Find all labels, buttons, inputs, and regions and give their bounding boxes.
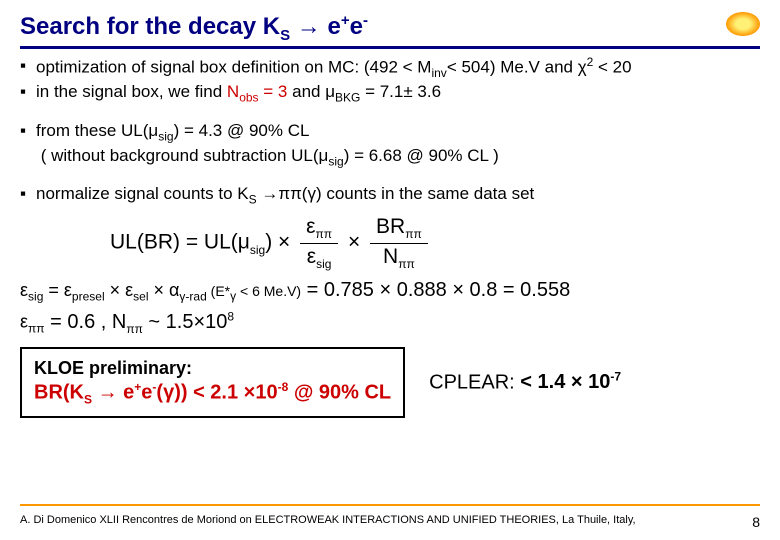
f-d1b: sig <box>316 257 331 271</box>
e1b: = ε <box>43 280 72 300</box>
cp2: < 1.4 × 10 <box>520 371 610 393</box>
title-sub-s: S <box>280 27 290 44</box>
efficiency-line-2: εππ = 0.6 , Nππ ~ 1.5×108 <box>20 309 760 337</box>
b3-sig: sig <box>158 129 173 143</box>
e2-pp2: ππ <box>126 322 143 336</box>
f-n2a: BR <box>376 215 405 238</box>
r-s: S <box>84 393 92 407</box>
r2: → e <box>92 382 134 404</box>
title-sup-plus: + <box>341 12 350 29</box>
b3b: ) = 4.3 @ 90% CL <box>174 121 310 140</box>
f-lhs: UL(BR) = UL(μ <box>110 231 250 254</box>
b2-obs: obs <box>239 91 258 105</box>
e1a: ε <box>20 280 28 300</box>
f-rhs1: ) × <box>265 231 296 254</box>
b2-and: and μ <box>287 82 335 101</box>
bullet-2: ▪ in the signal box, we find Nobs = 3 an… <box>20 81 760 106</box>
r3: e <box>141 382 152 404</box>
cplear-compare: CPLEAR: < 1.4 × 10-7 <box>429 370 621 396</box>
result-box: KLOE preliminary: BR(KS → e+e-(γ)) < 2.1… <box>20 347 405 418</box>
frac-2: BRππ Nππ <box>370 214 428 272</box>
bullet-1-text: optimization of signal box definition on… <box>36 55 760 81</box>
e2-pp: ππ <box>28 322 45 336</box>
footer-rule <box>20 504 760 506</box>
f-d1a: ε <box>307 245 316 268</box>
bullet-3: ▪ from these UL(μsig) = 4.3 @ 90% CL ( w… <box>20 120 760 170</box>
b1a: optimization of signal box definition on… <box>36 57 431 76</box>
e2c: ~ 1.5×10 <box>143 311 228 333</box>
r5: @ 90% CL <box>288 382 391 404</box>
footer-text: A. Di Domenico XLII Rencontres de Morion… <box>20 514 636 530</box>
experiment-logo <box>726 12 760 36</box>
e1f: < 6 Me.V) <box>236 283 301 299</box>
page-number: 8 <box>752 514 760 530</box>
f-d2a: N <box>383 245 398 268</box>
content: ▪ optimization of signal box definition … <box>20 55 760 419</box>
e2a: ε <box>20 312 28 332</box>
r-exp: -8 <box>278 380 289 394</box>
b1-inv: inv <box>431 66 446 80</box>
title-arrow: → e <box>290 13 341 40</box>
title-sup-minus: - <box>363 12 368 29</box>
bullet-4: ▪ normalize signal counts to KS →ππ(γ) c… <box>20 183 760 208</box>
f-d2b: ππ <box>398 257 415 271</box>
bullet-marker: ▪ <box>20 55 36 81</box>
e1-presel: presel <box>72 290 105 304</box>
prelim-label: KLOE preliminary: <box>34 357 391 380</box>
f-mid: × <box>348 231 366 254</box>
b4b: →ππ(γ) counts in the same data set <box>257 184 535 203</box>
e1-sel: sel <box>133 290 148 304</box>
b3c: ( without background subtraction UL(μ <box>41 146 329 165</box>
b2a: in the signal box, we find <box>36 82 227 101</box>
b1c: < 20 <box>593 57 631 76</box>
e1-sig: sig <box>28 290 43 304</box>
title-row: Search for the decay KS → e+e- <box>20 12 760 44</box>
e2-8: 8 <box>227 309 234 323</box>
bullet-1: ▪ optimization of signal box definition … <box>20 55 760 81</box>
b4a: normalize signal counts to K <box>36 184 249 203</box>
bullet-marker: ▪ <box>20 183 36 208</box>
b2-bkg: BKG <box>335 91 360 105</box>
ul-br-formula: UL(BR) = UL(μsig) × εππ εsig × BRππ Nππ <box>110 214 760 272</box>
r4: (γ)) < 2.1 ×10 <box>156 382 277 404</box>
e1-grad: γ-rad <box>179 290 206 304</box>
b3-sig2: sig <box>328 154 343 168</box>
title-text-a: Search for the decay K <box>20 13 280 40</box>
page-title: Search for the decay KS → e+e- <box>20 12 368 44</box>
cp-exp: -7 <box>610 370 621 384</box>
e2b: = 0.6 , N <box>45 311 127 333</box>
b1b: < 504) Me.V and χ <box>447 57 587 76</box>
e1d: × α <box>149 280 180 300</box>
bullet-marker: ▪ <box>20 120 36 170</box>
bullet-3-text: from these UL(μsig) = 4.3 @ 90% CL ( wit… <box>36 120 760 170</box>
bullet-marker: ▪ <box>20 81 36 106</box>
title-rule <box>20 46 760 49</box>
f-n1a: ε <box>306 215 315 238</box>
b2-n: N <box>227 82 239 101</box>
title-e2: e <box>350 13 363 40</box>
result-row: KLOE preliminary: BR(KS → e+e-(γ)) < 2.1… <box>20 347 760 418</box>
b4-s: S <box>249 193 257 207</box>
e1e: (E* <box>207 283 230 299</box>
cp1: CPLEAR: <box>429 371 520 393</box>
f-n1b: ππ <box>316 227 333 241</box>
r1: BR(K <box>34 382 84 404</box>
b2-val: = 7.1± 3.6 <box>360 82 441 101</box>
efficiency-line-1: εsig = εpresel × εsel × αγ-rad (E*γ < 6 … <box>20 278 760 305</box>
e1c: × ε <box>105 280 134 300</box>
bullet-4-text: normalize signal counts to KS →ππ(γ) cou… <box>36 183 760 208</box>
f-sig: sig <box>250 243 265 257</box>
result-value: BR(KS → e+e-(γ)) < 2.1 ×10-8 @ 90% CL <box>34 380 391 408</box>
e1-vals: = 0.785 × 0.888 × 0.8 = 0.558 <box>301 279 570 301</box>
frac-1: εππ εsig <box>300 214 338 272</box>
bullet-2-text: in the signal box, we find Nobs = 3 and … <box>36 81 760 106</box>
f-n2b: ππ <box>405 227 422 241</box>
b3d: ) = 6.68 @ 90% CL ) <box>344 146 499 165</box>
b3a: from these UL(μ <box>36 121 158 140</box>
footer: A. Di Domenico XLII Rencontres de Morion… <box>20 514 760 530</box>
b2-eq3: = 3 <box>259 82 288 101</box>
